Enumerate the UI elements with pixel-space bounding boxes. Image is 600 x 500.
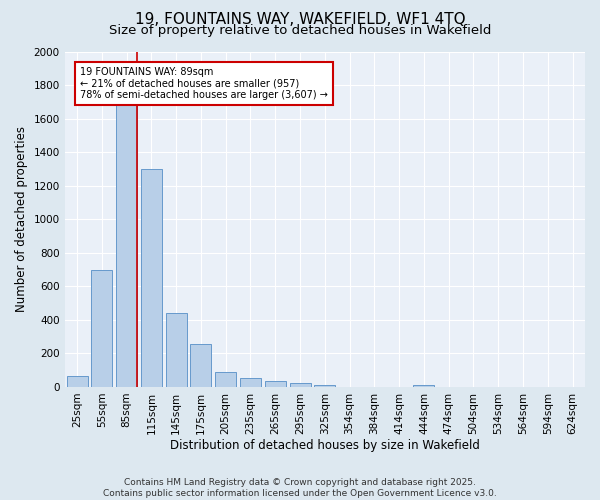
Bar [67,376,88,387]
Bar [314,385,335,387]
Bar [265,381,286,387]
Bar [290,384,311,387]
Text: 19, FOUNTAINS WAY, WAKEFIELD, WF1 4TQ: 19, FOUNTAINS WAY, WAKEFIELD, WF1 4TQ [134,12,466,28]
Bar [91,270,112,387]
Bar [190,344,211,387]
Text: Size of property relative to detached houses in Wakefield: Size of property relative to detached ho… [109,24,491,37]
Bar [141,169,162,387]
Text: Contains HM Land Registry data © Crown copyright and database right 2025.
Contai: Contains HM Land Registry data © Crown c… [103,478,497,498]
Bar [215,372,236,387]
Bar [166,313,187,387]
Y-axis label: Number of detached properties: Number of detached properties [15,126,28,312]
Text: 19 FOUNTAINS WAY: 89sqm
← 21% of detached houses are smaller (957)
78% of semi-d: 19 FOUNTAINS WAY: 89sqm ← 21% of detache… [80,66,328,100]
X-axis label: Distribution of detached houses by size in Wakefield: Distribution of detached houses by size … [170,440,480,452]
Bar [240,378,261,387]
Bar [116,105,137,387]
Bar [413,385,434,387]
